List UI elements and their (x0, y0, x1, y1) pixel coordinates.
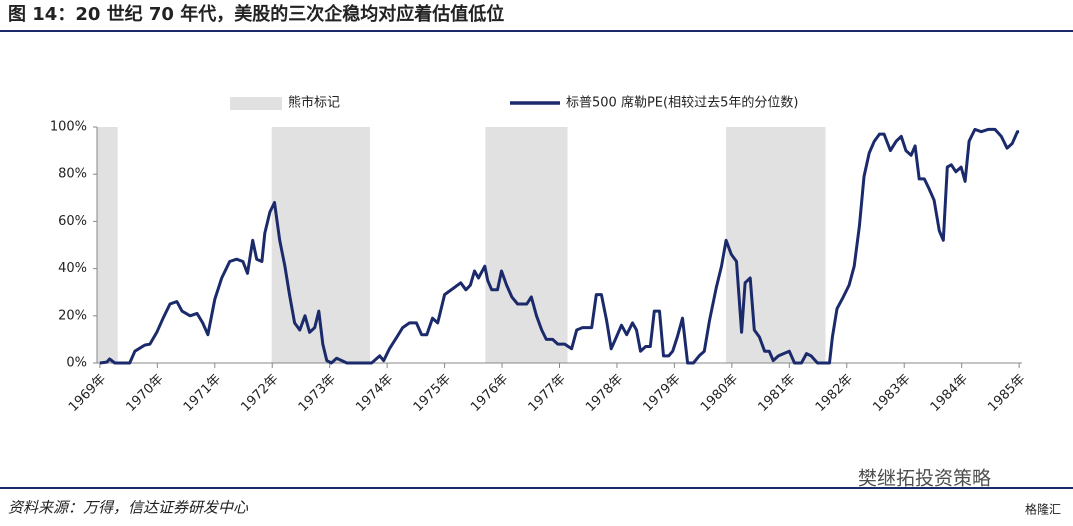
y-tick-label: 80% (58, 167, 87, 182)
x-tick-label: 1969年 (66, 372, 109, 415)
figure-title: 图 14：20 世纪 70 年代，美股的三次企稳均对应着估值低位 (8, 3, 504, 25)
legend-swatch-shading (230, 97, 282, 110)
x-tick-label: 1978年 (583, 372, 626, 415)
y-tick-label: 20% (58, 308, 87, 323)
legend-label: 标普500 席勒PE(相较过去5年的分位数) (566, 95, 798, 111)
logo: 格隆汇 (1025, 502, 1061, 517)
x-tick-label: 1979年 (641, 372, 684, 415)
y-tick-label: 100% (50, 120, 87, 135)
x-tick-label: 1976年 (468, 372, 511, 415)
x-tick-label: 1980年 (698, 372, 741, 415)
watermark: 樊继拓投资策略 (858, 468, 991, 490)
x-tick-label: 1983年 (870, 372, 913, 415)
x-tick-label: 1984年 (928, 372, 971, 415)
source-note: 资料来源：万得，信达证券研发中心 (8, 499, 249, 517)
legend-label: 熊市标记 (288, 95, 340, 111)
x-tick-label: 1982年 (813, 372, 856, 415)
bear-market-band (485, 127, 568, 363)
x-tick-label: 1970年 (123, 372, 166, 415)
x-tick-label: 1971年 (181, 372, 224, 415)
x-tick-label: 1975年 (411, 372, 454, 415)
x-tick-label: 1981年 (755, 372, 798, 415)
data-line (99, 127, 1020, 365)
y-tick-label: 60% (58, 214, 87, 229)
y-tick-label: 40% (58, 261, 87, 276)
x-tick-label: 1974年 (353, 372, 396, 415)
bear-market-band (97, 127, 118, 363)
y-tick-label: 0% (66, 356, 87, 371)
x-tick-label: 1977年 (526, 372, 569, 415)
x-tick-label: 1973年 (296, 372, 339, 415)
x-tick-label: 1985年 (985, 372, 1028, 415)
x-tick-label: 1972年 (238, 372, 281, 415)
